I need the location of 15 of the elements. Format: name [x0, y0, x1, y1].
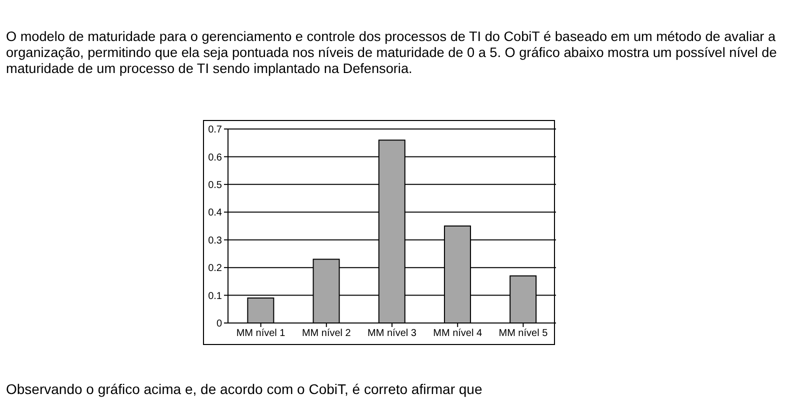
y-tick-label: 0.7: [208, 124, 222, 136]
y-tick-label: 0.3: [208, 235, 222, 246]
y-tick-label: 0.5: [208, 180, 222, 191]
y-tick-label: 0.6: [208, 152, 222, 164]
chart-title: O modelo de maturidade para o gerenciamento e controle dos processos de TI do CobiT é baseado em um método de avaliar a organização, permitindo que ela seja pontuada nos níveis de maturidade de 0 a 5. O gráfico abaixo mostra um possível nível de maturidade de um processo de TI sendo implantado na Defensoria.: [6, 29, 778, 77]
x-tick-label: MM nível 1: [236, 328, 286, 340]
x-tick-label: MM nível 2: [302, 328, 352, 340]
y-tick-label: 0: [216, 318, 222, 330]
y-tick-label: 0.4: [208, 208, 222, 219]
x-tick-label: MM nível 5: [498, 328, 548, 340]
y-tick-label: 0.2: [208, 263, 222, 274]
y-tick-label: 0.1: [208, 290, 222, 302]
x-tick-label: MM nível 4: [433, 328, 482, 340]
x-tick-label: MM nível 3: [368, 328, 417, 340]
text: Observando o gráfico acima e, de acordo com o CobiT, é correto afirmar que: [6, 381, 482, 397]
